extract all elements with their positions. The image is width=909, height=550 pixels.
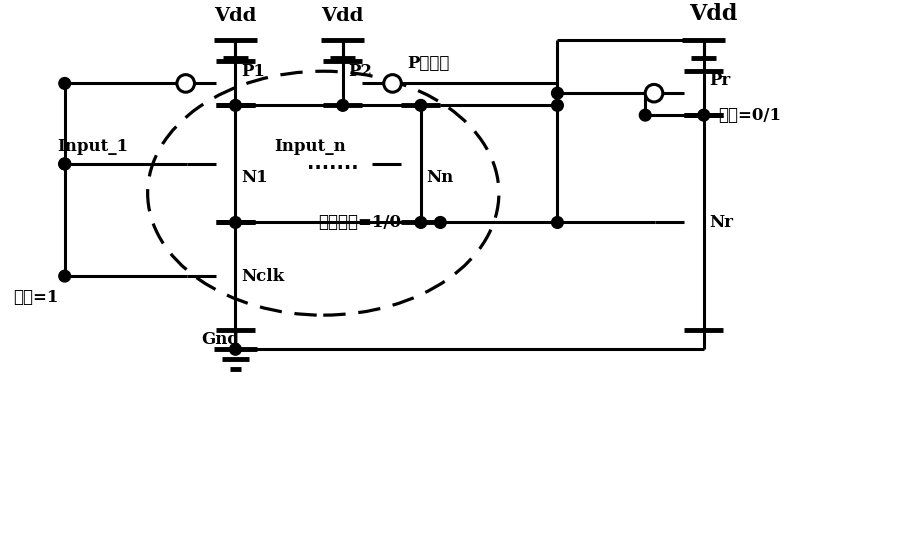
Text: 动态结点=1/0: 动态结点=1/0 [318,214,402,231]
Circle shape [435,217,446,228]
Circle shape [639,109,651,121]
Text: Vdd: Vdd [215,7,256,25]
Text: Pr: Pr [710,72,731,89]
Text: Gnd: Gnd [201,331,239,348]
Text: P2: P2 [349,63,373,80]
Text: 输出=0/1: 输出=0/1 [718,107,782,124]
Text: Nclk: Nclk [241,268,285,284]
Text: Input_1: Input_1 [57,138,128,155]
Circle shape [645,84,663,102]
Text: Nn: Nn [426,169,454,186]
Circle shape [59,270,71,282]
Text: Input_n: Input_n [275,138,346,155]
Circle shape [415,217,426,228]
Text: Nr: Nr [710,214,734,231]
Circle shape [230,343,241,355]
Circle shape [59,158,71,170]
Circle shape [177,75,195,92]
Text: Vdd: Vdd [689,3,738,25]
Circle shape [59,158,71,170]
Text: Vdd: Vdd [322,7,364,25]
Circle shape [384,75,402,92]
Circle shape [698,109,710,121]
Circle shape [552,100,564,111]
Text: P保持管: P保持管 [407,56,450,73]
Text: .......: ....... [307,155,359,173]
Circle shape [59,78,71,89]
Circle shape [230,217,241,228]
Text: P1: P1 [241,63,265,80]
Circle shape [552,217,564,228]
Circle shape [552,87,564,99]
Circle shape [415,100,426,111]
Circle shape [337,100,349,111]
Circle shape [230,100,241,111]
Text: 时钟=1: 时钟=1 [13,289,58,306]
Text: N1: N1 [241,169,268,186]
